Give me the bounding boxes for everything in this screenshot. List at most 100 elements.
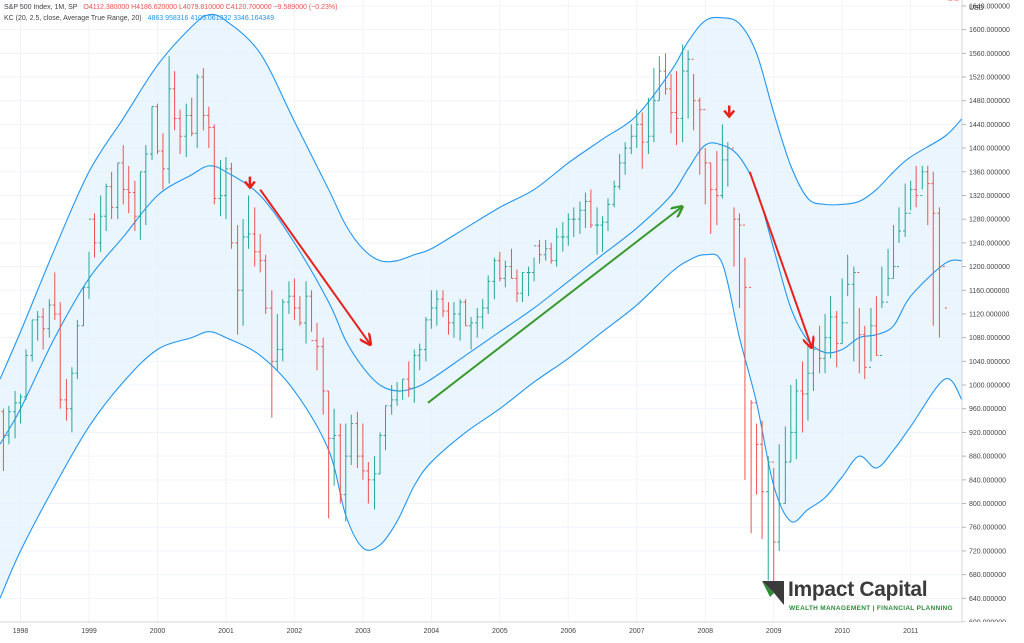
- ohlc-bar: [406, 361, 411, 397]
- ohlc-bar: [862, 325, 867, 380]
- ohlc-bar: [258, 233, 263, 273]
- ohlc-bar: [509, 248, 514, 279]
- ohlc-bar: [280, 299, 285, 362]
- ohlc-bar: [845, 254, 850, 324]
- ohlc-values: O4112.380000 H4186.620000 L4079.810000 C…: [83, 4, 338, 11]
- ohlc-bar: [617, 154, 622, 190]
- ohlc-bar: [366, 462, 371, 504]
- indicator-name[interactable]: KC (20, 2.5, close, Average True Range, …: [4, 15, 142, 22]
- ohlc-bar: [708, 162, 713, 234]
- time-tick-label: 2003: [355, 628, 371, 635]
- ohlc-bar: [583, 192, 588, 229]
- ohlc-bar: [104, 183, 109, 232]
- price-tick-label: 1080.000000: [969, 335, 1010, 342]
- ohlc-bar: [343, 423, 348, 522]
- ohlc-bar: [292, 278, 297, 320]
- ohlc-bar: [754, 402, 759, 495]
- ohlc-bar: [503, 260, 508, 288]
- ohlc-bar: [446, 302, 451, 335]
- ohlc-bar: [458, 299, 463, 341]
- ohlc-bar: [332, 408, 337, 486]
- ohlc-bar: [549, 242, 554, 264]
- kc-lower-line: [0, 253, 963, 599]
- ohlc-bar: [138, 171, 143, 240]
- price-tick-label: 960.000000: [969, 406, 1006, 413]
- price-tick-label: 920.000000: [969, 430, 1006, 437]
- ohlc-bar: [315, 322, 320, 371]
- ohlc-bar: [868, 308, 873, 368]
- price-tick-label: 1160.000000: [969, 288, 1009, 295]
- ohlc-bar: [903, 183, 908, 237]
- time-tick-label: 1998: [13, 628, 29, 635]
- ohlc-bar: [178, 109, 183, 155]
- price-tick-label: 1560.000000: [969, 51, 1010, 58]
- price-tick-label: 1280.000000: [969, 217, 1010, 224]
- ohlc-bar: [657, 56, 662, 102]
- ohlc-bar: [252, 207, 257, 267]
- price-tick-label: 800.000000: [969, 501, 1006, 508]
- ohlc-bar: [595, 207, 600, 255]
- ohlc-bar: [475, 308, 480, 338]
- ohlc-bar: [480, 299, 485, 329]
- ohlc-bar: [235, 225, 240, 335]
- ohlc-bar: [326, 390, 331, 519]
- price-tick-label: 680.000000: [969, 572, 1006, 579]
- ohlc-bar: [143, 145, 148, 226]
- ohlc-bar: [634, 109, 639, 149]
- ohlc-bar: [674, 71, 679, 146]
- ohlc-bar: [30, 319, 35, 362]
- ohlc-bar: [109, 171, 114, 220]
- ohlc-bar: [47, 299, 52, 338]
- time-tick-label: 2004: [424, 628, 440, 635]
- price-tick-label: 720.000000: [969, 548, 1006, 555]
- ohlc-bar: [651, 68, 656, 143]
- ohlc-bar: [908, 180, 913, 214]
- ohlc-bar: [526, 266, 531, 297]
- price-tick-label: 1400.000000: [969, 146, 1010, 153]
- ohlc-bar: [857, 271, 862, 374]
- ohlc-bar: [150, 106, 155, 160]
- downtrend-arrow: [259, 188, 370, 344]
- time-tick-label: 2011: [903, 628, 918, 635]
- ohlc-bar: [703, 109, 708, 205]
- ohlc-bar: [560, 222, 565, 252]
- ohlc-bar: [840, 278, 845, 345]
- ohlc-bar: [766, 456, 771, 581]
- ohlc-bar: [87, 218, 92, 300]
- ohlc-bar: [18, 393, 23, 424]
- ohlc-bar: [749, 286, 754, 534]
- ohlc-bar: [646, 97, 651, 155]
- ohlc-bar: [417, 343, 422, 371]
- ohlc-bar: [451, 302, 456, 338]
- ohlc-bar: [201, 68, 206, 131]
- ohlc-bar: [195, 74, 200, 149]
- ohlc-bar: [760, 420, 765, 540]
- price-tick-label: 1480.000000: [969, 98, 1010, 105]
- sell-signal-icon: [723, 105, 736, 119]
- time-tick-label: 2002: [287, 628, 303, 635]
- ohlc-bar: [588, 189, 593, 229]
- ohlc-bar: [520, 271, 525, 303]
- ohlc-bar: [783, 426, 788, 505]
- symbol-legend: S&P 500 Index, 1M, SP O4112.380000 H4186…: [4, 3, 341, 12]
- ohlc-bar: [304, 281, 309, 344]
- time-tick-label: 2006: [561, 628, 577, 635]
- symbol-name[interactable]: S&P 500 Index, 1M, SP: [4, 4, 78, 11]
- ohlc-bar: [184, 103, 189, 157]
- ohlc-bar: [35, 311, 40, 341]
- price-tick-label: 640.000000: [969, 596, 1006, 603]
- ohlc-bar: [828, 296, 833, 359]
- ohlc-bar: [823, 313, 828, 374]
- indicator-legend: KC (20, 2.5, close, Average True Range, …: [4, 14, 278, 23]
- time-axis-bg: [0, 622, 1024, 643]
- ohlc-bar: [514, 269, 519, 303]
- price-tick-label: 1120.000000: [969, 311, 1009, 318]
- ohlc-bar: [434, 290, 439, 326]
- price-tick-label: 840.000000: [969, 477, 1006, 484]
- ohlc-bar: [218, 159, 223, 217]
- ohlc-bar: [98, 195, 103, 252]
- ohlc-bar: [297, 296, 302, 326]
- ohlc-bar: [167, 56, 172, 184]
